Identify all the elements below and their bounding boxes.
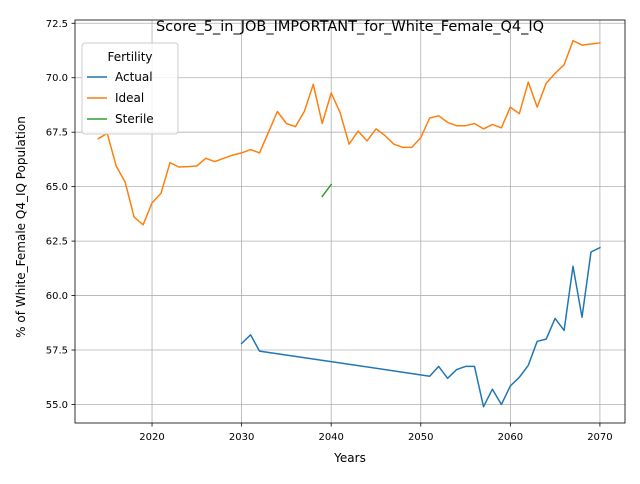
legend-title: Fertility — [107, 50, 152, 64]
y-axis-ticks: 55.0 57.5 60.0 62.5 65.0 67.5 70.0 72.5 — [46, 19, 75, 411]
series-line-ideal — [97, 39, 601, 226]
x-tick-label: 2020 — [139, 432, 164, 443]
y-tick-label: 62.5 — [46, 237, 68, 248]
y-axis-label: % of White_Female Q4_IQ Population — [14, 116, 28, 338]
legend-label-ideal: Ideal — [115, 91, 144, 105]
legend: Fertility Actual Ideal Sterile — [81, 42, 179, 135]
legend-label-sterile: Sterile — [115, 112, 154, 126]
series-lines — [97, 39, 601, 408]
y-tick-label: 55.0 — [46, 400, 68, 411]
y-tick-label: 70.0 — [46, 73, 68, 84]
y-tick-label: 57.5 — [46, 346, 68, 357]
legend-box — [81, 42, 179, 135]
x-axis-label: Years — [333, 451, 366, 465]
x-tick-label: 2060 — [498, 432, 523, 443]
y-tick-label: 67.5 — [46, 128, 68, 139]
x-tick-label: 2070 — [587, 432, 612, 443]
y-tick-label: 65.0 — [46, 182, 68, 193]
x-axis-ticks: 2020 2030 2040 2050 2060 2070 — [139, 423, 613, 443]
y-tick-label: 60.0 — [46, 291, 68, 302]
series-line-sterile — [321, 183, 333, 198]
axes-frame — [74, 19, 626, 424]
legend-label-actual: Actual — [115, 70, 153, 84]
y-tick-label: 72.5 — [46, 19, 68, 30]
chart-title: Score_5_in_JOB_IMPORTANT_for_White_Femal… — [156, 19, 544, 35]
x-tick-label: 2030 — [229, 432, 254, 443]
grid-lines — [75, 20, 625, 423]
series-line-actual — [240, 246, 601, 408]
legend-items: Actual Ideal Sterile — [87, 70, 154, 126]
x-tick-label: 2050 — [408, 432, 433, 443]
x-tick-label: 2040 — [318, 432, 343, 443]
